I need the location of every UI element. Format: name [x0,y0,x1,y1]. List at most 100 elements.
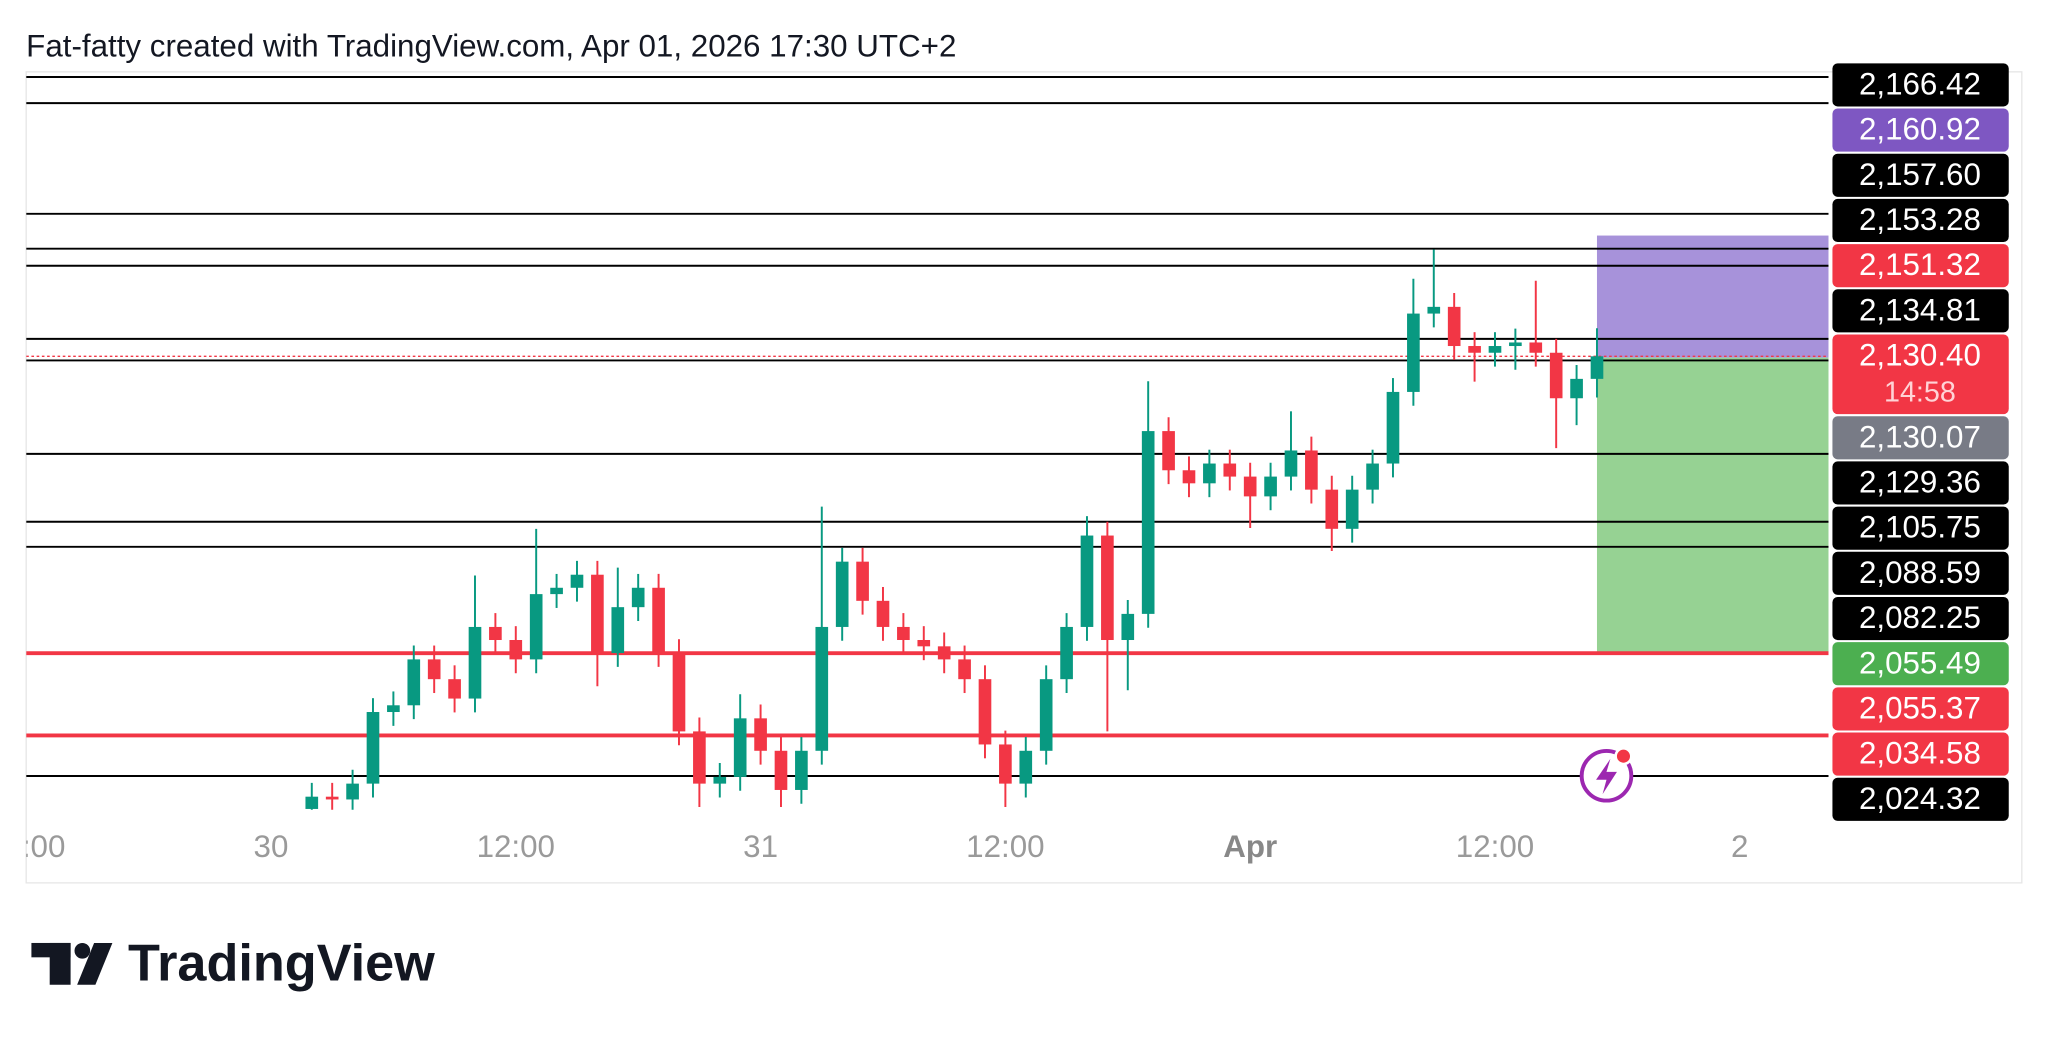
price-label-box [1832,506,2009,550]
logo-icon [31,942,113,985]
candle-body [1447,306,1461,347]
candle-body [325,796,339,800]
price-label-box [1832,334,2009,415]
candle-body [1264,476,1277,497]
candle-body [1570,378,1583,399]
candle-body [1203,463,1216,484]
candle-body [1529,342,1543,353]
position-profit-zone [1596,235,1829,358]
price-label: 2,157.60 [1859,157,1981,192]
candle-body [1427,306,1441,314]
candle-body [1039,679,1053,751]
candle-body [856,561,869,601]
price-label: 2,166.42 [1859,66,1981,101]
price-label-box [1832,732,2009,776]
logo-text: TradingView [128,934,435,992]
price-label-box [1832,777,2009,821]
candle-body [1468,346,1481,353]
candle-body [1386,391,1400,464]
price-label: 2,129.36 [1859,465,1981,500]
price-label-box [1832,551,2009,595]
candle-body [713,776,727,784]
alert-icon [1579,747,1634,803]
candle-body [1366,463,1379,490]
candle-body [1101,535,1114,641]
candle-body [795,750,808,790]
position-loss-zone [1596,357,1829,653]
candle-body [489,626,502,641]
candle-body [1060,626,1073,680]
candle-body [1141,431,1155,614]
price-label-box [1832,63,2009,107]
candle-body [815,626,829,751]
time-axis: 18:00 30 12:00 31 12:00 Apr 12:00 2 [0,829,1748,864]
candle-body [672,653,686,732]
candle-body [978,679,992,745]
candle-body [693,731,706,784]
candle-body [1162,431,1175,471]
price-label: 2,024.32 [1859,781,1981,816]
x-tick-label: 31 [743,829,778,864]
x-tick-label: 12:00 [477,829,555,864]
price-label-box [1832,198,2009,243]
price-label-box [1832,108,2009,152]
header: Fat-fatty created with TradingView.com, … [26,29,956,64]
price-label: 2,105.75 [1859,510,1981,545]
price-label: 2,160.92 [1859,112,1981,147]
price-label: 2,034.58 [1859,736,1981,771]
candle-body [305,796,319,809]
candle-body [1590,356,1604,379]
price-label: 2,055.49 [1859,645,1981,680]
candle-body [550,587,563,595]
price-label: 2,130.07 [1859,419,1981,454]
candle-body [876,600,890,627]
price-label-box [1832,289,2009,333]
candle-body [652,587,665,654]
candle-body [427,659,441,680]
candle-body [937,646,951,660]
plot-area [26,75,1829,810]
x-tick-label: 30 [254,829,289,864]
price-label-box [1832,687,2009,731]
candle-body [1488,346,1502,353]
price-label: 2,088.59 [1859,555,1981,590]
candle-body [611,607,625,654]
countdown-label: 14:58 [1884,376,1956,408]
price-label-box [1832,244,2009,288]
x-tick-label: 2 [1731,829,1748,864]
candle-body [733,718,747,777]
price-label-box [1832,596,2009,641]
candle-body [1325,489,1339,529]
price-label-box [1832,461,2009,505]
candle-body [897,626,910,641]
candle-body [1080,535,1094,627]
candle-body [754,718,767,751]
candle-body [1223,463,1237,477]
price-label-box [1832,642,2009,686]
x-tick-label: 12:00 [1456,829,1534,864]
candle-body [1182,470,1196,484]
candle-body [591,574,604,654]
candle-body [570,574,584,588]
price-label: 2,153.28 [1859,202,1981,237]
candle-body [529,594,543,660]
price-labels: 2,166.42 2,160.92 2,157.60 2,153.28 2,151.32… [1832,63,2009,821]
candle-body [631,587,645,608]
candle-body [387,705,400,713]
candle-body [366,712,380,784]
candle-body [346,783,359,800]
chart-frame [25,71,2023,884]
candle-body [999,744,1012,784]
candle-body [1509,342,1522,347]
candle-body [509,640,523,660]
candle-body [958,659,971,680]
candle-body [1121,613,1135,641]
candle-body [407,659,421,706]
candle-body [917,640,931,647]
candle-body [1284,450,1298,477]
price-label: 2,134.81 [1859,292,1981,327]
candle-body [448,679,461,699]
x-tick-label: 18:00 [0,829,65,864]
